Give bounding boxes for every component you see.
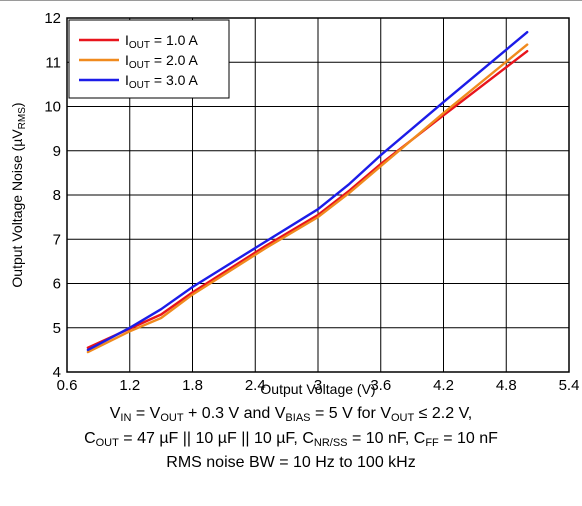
legend-label-2: IOUT = 2.0 A	[125, 52, 199, 71]
x-tick-label: 4.2	[433, 377, 454, 394]
y-tick-label: 7	[53, 231, 61, 248]
y-tick-labels: 4 5 6 7 8 9 10 11 12	[44, 10, 61, 381]
x-tick-label: 4.8	[496, 377, 517, 394]
y-axis-label-main: Output Voltage Noise (µV	[9, 129, 25, 288]
plot-frame	[66, 17, 570, 373]
conditions-line-1: VIN = VOUT + 0.3 V and VBIAS = 5 V for V…	[109, 405, 473, 424]
y-tick-label: 6	[53, 276, 61, 293]
conditions-line-2: COUT = 47 µF || 10 µF || 10 µF, CNR/SS =…	[84, 430, 498, 449]
x-tick-label: 2.4	[245, 377, 266, 394]
conditions-line-3: RMS noise BW = 10 Hz to 100 kHz	[166, 454, 416, 471]
x-tick-label: 3.6	[370, 377, 391, 394]
x-tick-label: 1.2	[119, 377, 140, 394]
y-axis-label-sub: RMS	[17, 107, 28, 130]
y-tick-label: 4	[53, 364, 61, 381]
legend-label-1: IOUT = 1.0 A	[125, 32, 199, 51]
y-tick-label: 11	[45, 54, 61, 71]
y-tick-label: 10	[44, 99, 61, 116]
x-tick-label: 1.8	[182, 377, 203, 394]
x-tick-label: 5.4	[559, 377, 580, 394]
y-tick-label: 9	[53, 143, 61, 160]
y-axis-label-close: )	[9, 102, 25, 107]
x-axis-label: Output Voltage (V)	[260, 381, 375, 397]
legend-label-3: IOUT = 3.0 A	[125, 72, 199, 91]
top-rule	[0, 0, 582, 1]
x-tick-labels: 0.6 1.2 1.8 2.4 3 3.6 4.2 4.8 5.4	[57, 377, 580, 394]
series-line-3	[86, 31, 529, 352]
y-tick-label: 8	[53, 187, 61, 204]
x-tick-label: 3	[314, 377, 322, 394]
series-lines	[86, 31, 529, 354]
y-tick-label: 12	[44, 10, 61, 27]
series-line-2	[86, 43, 529, 354]
noise-chart: 0.6 1.2 1.8 2.4 3 3.6 4.2 4.8 5.4 4 5 6 7 8 9 10 11 12 O…	[9, 10, 580, 397]
y-tick-label: 5	[53, 320, 61, 337]
y-axis-label: Output Voltage Noise (µVRMS)	[9, 102, 28, 287]
x-tick-label: 0.6	[57, 377, 78, 394]
